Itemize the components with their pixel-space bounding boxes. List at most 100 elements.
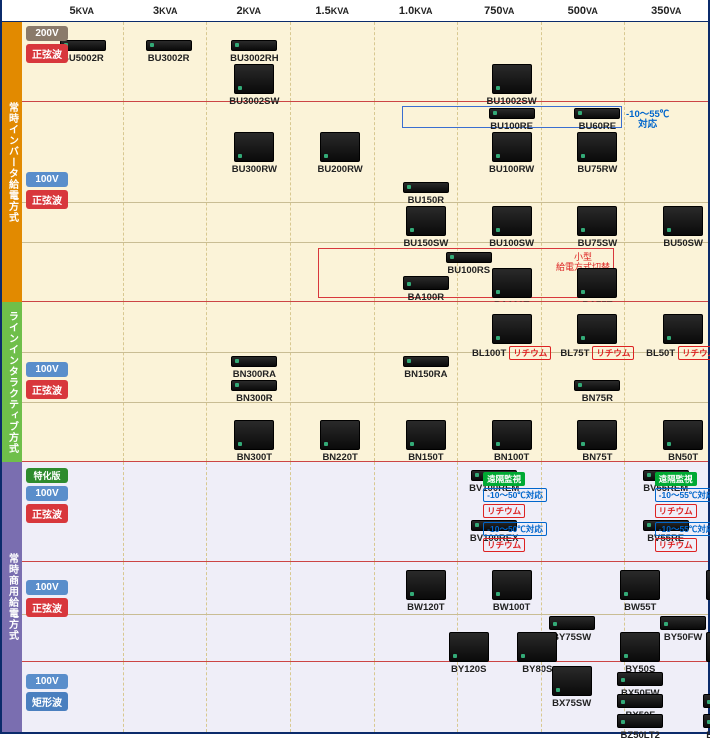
ups-item[interactable]: BU75SW bbox=[566, 206, 628, 249]
ups-item[interactable]: BW120T bbox=[395, 570, 457, 613]
ups-item[interactable]: BW40T bbox=[695, 570, 710, 613]
hline bbox=[22, 614, 708, 615]
subrow: 特化版100V正弦波BV100REM遠隔監視-10〜50℃対応リチウムBV55R… bbox=[22, 462, 708, 562]
header-cell: 1.0KVA bbox=[374, 5, 458, 17]
ups-icon bbox=[703, 694, 710, 708]
ups-icon bbox=[617, 672, 663, 686]
ups-item[interactable]: BU75RW bbox=[566, 132, 628, 175]
ups-icon bbox=[492, 64, 532, 94]
ups-icon bbox=[320, 132, 360, 162]
ups-item[interactable]: BL50Tリチウム bbox=[652, 314, 710, 360]
ups-item[interactable]: BN300R bbox=[223, 380, 285, 404]
side-tags: -10〜50℃対応リチウム bbox=[483, 522, 547, 552]
ups-icon bbox=[706, 632, 710, 662]
section-body: 特化版100V正弦波BV100REM遠隔監視-10〜50℃対応リチウムBV55R… bbox=[22, 462, 708, 732]
header-cell: 1.5KVA bbox=[291, 5, 375, 17]
ups-item[interactable]: BL75Tリチウム bbox=[566, 314, 628, 360]
badge-sine: 正弦波 bbox=[26, 380, 68, 399]
ups-item[interactable]: BW55T bbox=[609, 570, 671, 613]
ups-item[interactable]: BL100Tリチウム bbox=[481, 314, 543, 360]
section: ラインインタラクティブ方式100V正弦波BL100TリチウムBL75TリチウムB… bbox=[2, 302, 708, 462]
ups-icon bbox=[620, 632, 660, 662]
badge-sine: 正弦波 bbox=[26, 598, 68, 617]
ups-item[interactable]: BN300T bbox=[223, 420, 285, 463]
ups-item[interactable]: BU300RW bbox=[223, 132, 285, 175]
note-blue: -10〜55℃対応 bbox=[626, 110, 669, 131]
ups-icon bbox=[706, 570, 710, 600]
ups-icon bbox=[549, 616, 595, 630]
ups-item[interactable]: BU60RE bbox=[566, 108, 628, 132]
subrow: 100V正弦波 BL100Tリチウム BL75Tリチウム BL50Tリチウム BN300… bbox=[22, 302, 708, 462]
ups-item[interactable]: BU150SW bbox=[395, 206, 457, 249]
ups-item[interactable]: BZ35LT2 bbox=[695, 714, 710, 741]
ups-item[interactable]: BV55RE-10〜55℃対応リチウム bbox=[601, 520, 710, 544]
ups-label: BN300RA bbox=[233, 369, 276, 380]
ups-label: BU150SW bbox=[403, 238, 448, 249]
side-tags: -10〜55℃対応リチウム bbox=[655, 522, 710, 552]
header-cell: 500VA bbox=[541, 5, 625, 17]
tag-lithium: リチウム bbox=[483, 538, 525, 552]
ups-label: BU5002R bbox=[62, 53, 104, 64]
ups-item[interactable]: BV55REM遠隔監視-10〜55℃対応リチウム bbox=[601, 470, 710, 494]
ups-item[interactable]: BN75R bbox=[566, 380, 628, 404]
ups-label: BW120T bbox=[407, 602, 444, 613]
ups-item[interactable]: BN150RA bbox=[395, 356, 457, 380]
tag-temp: -10〜50℃対応 bbox=[483, 488, 547, 502]
ups-icon bbox=[234, 64, 274, 94]
ups-item[interactable]: BU150R bbox=[395, 182, 457, 206]
ups-icon bbox=[231, 380, 277, 391]
ups-item[interactable]: BV100REM遠隔監視-10〜50℃対応リチウム bbox=[429, 470, 559, 494]
ups-icon bbox=[492, 268, 532, 298]
ups-item[interactable]: BU50SW bbox=[652, 206, 710, 249]
badge-column: 100V正弦波 bbox=[26, 362, 68, 399]
ups-item[interactable]: BN220T bbox=[309, 420, 371, 463]
ups-label: BU75RW bbox=[577, 164, 617, 175]
ups-label: BU150R bbox=[408, 195, 444, 206]
ups-icon bbox=[517, 632, 557, 662]
ups-item[interactable]: BN75T bbox=[566, 420, 628, 463]
ups-item[interactable]: BZ50LT2 bbox=[609, 714, 671, 741]
ups-item[interactable]: BV100REX-10〜50℃対応リチウム bbox=[429, 520, 559, 544]
badge-sine: 正弦波 bbox=[26, 190, 68, 209]
ups-label: BL50T bbox=[646, 348, 675, 359]
ups-item[interactable]: BU3002R bbox=[138, 40, 200, 64]
ups-item[interactable]: BX75SW bbox=[541, 666, 603, 709]
ups-item[interactable]: BU3002RH bbox=[223, 40, 285, 64]
ups-item[interactable]: BU100RE bbox=[481, 108, 543, 132]
tag-temp: -10〜55℃対応 bbox=[655, 488, 710, 502]
ups-label: BX75SW bbox=[552, 698, 591, 709]
ups-label: BU3002RH bbox=[230, 53, 279, 64]
ups-icon bbox=[577, 206, 617, 236]
badge-v100: 100V bbox=[26, 172, 68, 187]
section-body: 100V正弦波 BL100Tリチウム BL75Tリチウム BL50Tリチウム BN300… bbox=[22, 302, 708, 462]
ups-icon bbox=[231, 356, 277, 367]
ups-item[interactable]: BU3002SW bbox=[223, 64, 285, 107]
ups-item[interactable]: BN150T bbox=[395, 420, 457, 463]
section-body: 200V正弦波BU5002RBU3002RBU3002RHBU3002SWBU1… bbox=[22, 22, 708, 302]
subrow: 200V正弦波BU5002RBU3002RBU3002RHBU3002SWBU1… bbox=[22, 22, 708, 102]
column-grid bbox=[40, 662, 708, 732]
header-cell: 750VA bbox=[458, 5, 542, 17]
ups-item[interactable]: BU100SW bbox=[481, 206, 543, 249]
ups-item[interactable]: BN300RA bbox=[223, 356, 285, 380]
ups-icon bbox=[577, 314, 617, 344]
ups-icon bbox=[403, 182, 449, 193]
ups-icon bbox=[492, 570, 532, 600]
ups-label: BZ35LT2 bbox=[706, 730, 710, 741]
badge-sine: 正弦波 bbox=[26, 44, 68, 63]
ups-item[interactable]: BN50T bbox=[652, 420, 710, 463]
ups-item[interactable]: BA100R bbox=[395, 276, 457, 303]
side-tags: 遠隔監視-10〜50℃対応リチウム bbox=[483, 472, 547, 518]
ups-item[interactable]: BN100T bbox=[481, 420, 543, 463]
ups-icon bbox=[406, 206, 446, 236]
ups-icon bbox=[617, 694, 663, 708]
ups-icon bbox=[552, 666, 592, 696]
ups-item[interactable]: BU100RW bbox=[481, 132, 543, 175]
ups-item[interactable]: BU1002SW bbox=[481, 64, 543, 107]
ups-icon bbox=[574, 108, 620, 119]
section-strip: 常時商用給電方式 bbox=[2, 462, 22, 732]
ups-icon bbox=[320, 420, 360, 450]
ups-icon bbox=[577, 268, 617, 298]
ups-item[interactable]: BU200RW bbox=[309, 132, 371, 175]
ups-item[interactable]: BW100T bbox=[481, 570, 543, 613]
